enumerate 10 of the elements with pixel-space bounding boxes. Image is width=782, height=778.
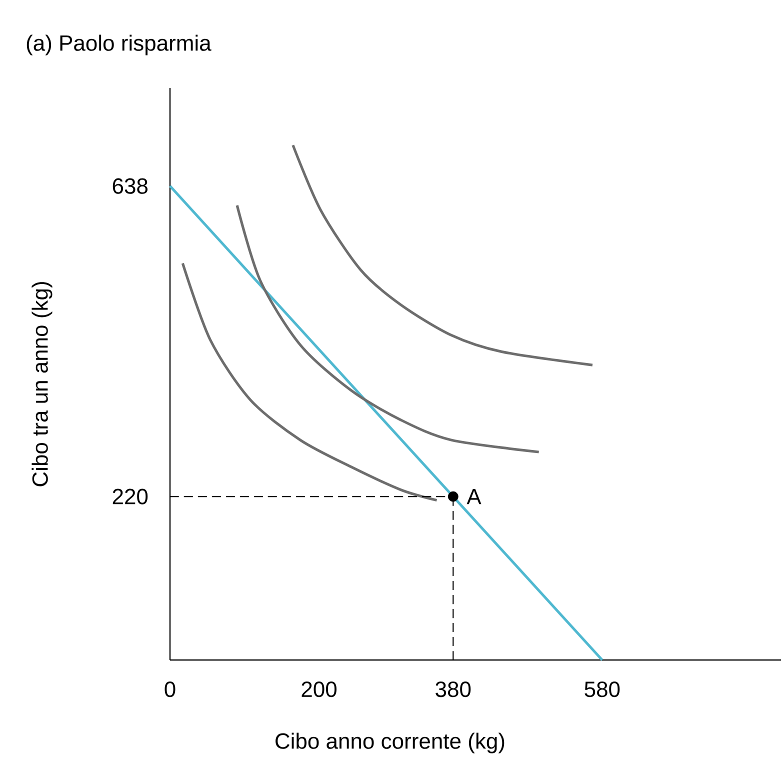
- y-axis-title: Cibo tra un anno (kg): [32, 282, 52, 486]
- x-axis-title: Cibo anno corrente (kg): [276, 732, 504, 754]
- y-tick-label: 220: [112, 488, 148, 504]
- annotation: A: [466, 488, 482, 504]
- x-tick-label: 0: [164, 682, 176, 698]
- y-tick-label: 638: [112, 178, 148, 194]
- x-tick-label: 580: [584, 682, 620, 698]
- x-tick-label: 200: [302, 682, 337, 698]
- chart-title: (a) Paolo risparmia: [26, 34, 212, 56]
- x-tick-label: 380: [436, 682, 471, 698]
